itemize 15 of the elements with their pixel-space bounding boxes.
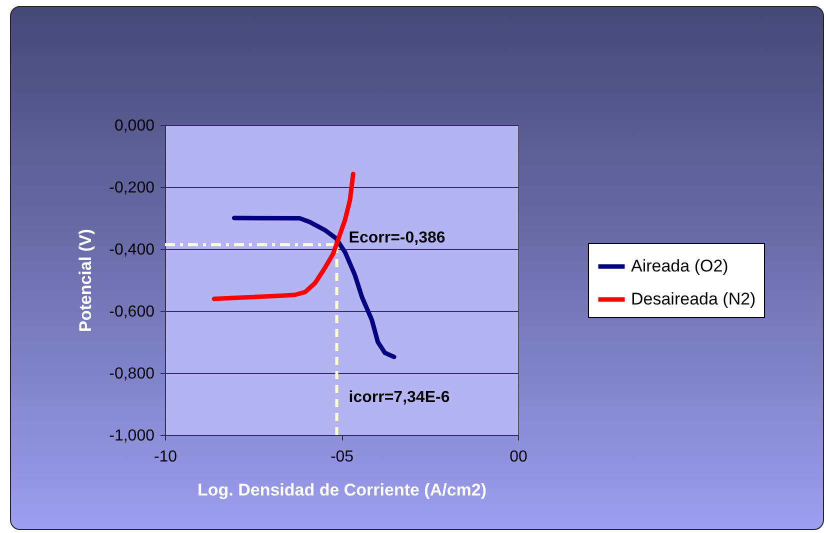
annotation: Ecorr=-0,386 bbox=[348, 230, 446, 247]
legend-label: Aireada (O2) bbox=[631, 256, 728, 276]
x-tick-label: -05 bbox=[330, 448, 354, 466]
x-axis-title: Log. Densidad de Corriente (A/cm2) bbox=[197, 480, 487, 500]
y-tick-label: -1,000 bbox=[109, 428, 155, 444]
y-axis-title: Potencial (V) bbox=[76, 229, 96, 332]
x-tick-label: -10 bbox=[154, 448, 178, 466]
annotation: icorr=7,34E-6 bbox=[348, 389, 450, 406]
y-tick-label: -0,800 bbox=[109, 366, 155, 382]
y-tick-label: 0,000 bbox=[114, 118, 155, 134]
legend-label: Desaireada (N2) bbox=[631, 290, 756, 308]
y-tick-label: -0,600 bbox=[109, 304, 155, 320]
y-tick-label: -0,200 bbox=[109, 180, 155, 196]
x-tick-label: 00 bbox=[510, 448, 528, 466]
y-tick-label: -0,400 bbox=[109, 242, 155, 258]
